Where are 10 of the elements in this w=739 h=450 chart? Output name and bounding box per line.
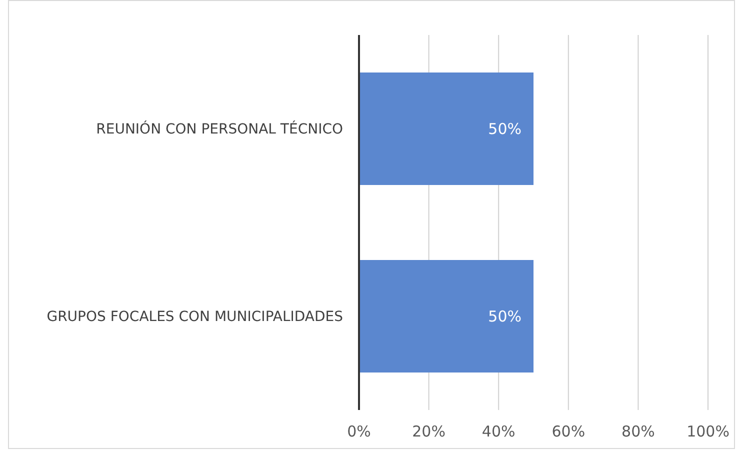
data-label: 50%: [488, 308, 522, 326]
x-tick-label: 60%: [552, 422, 586, 441]
x-tick-label: 40%: [482, 422, 516, 441]
data-label: 50%: [488, 120, 522, 138]
x-tick-label: 20%: [412, 422, 446, 441]
x-tick-label: 80%: [622, 422, 655, 441]
y-tick-label: REUNIÓN CON PERSONAL TÉCNICO: [96, 120, 343, 138]
x-tick-label: 100%: [686, 422, 730, 441]
y-tick-label: GRUPOS FOCALES CON MUNICIPALIDADES: [46, 309, 344, 326]
x-tick-label: 0%: [347, 422, 371, 441]
